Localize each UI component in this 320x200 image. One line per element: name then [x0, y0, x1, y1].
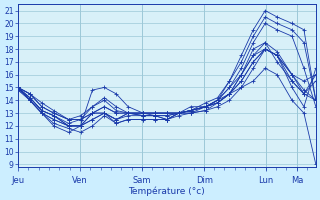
X-axis label: Température (°c): Température (°c): [129, 186, 205, 196]
